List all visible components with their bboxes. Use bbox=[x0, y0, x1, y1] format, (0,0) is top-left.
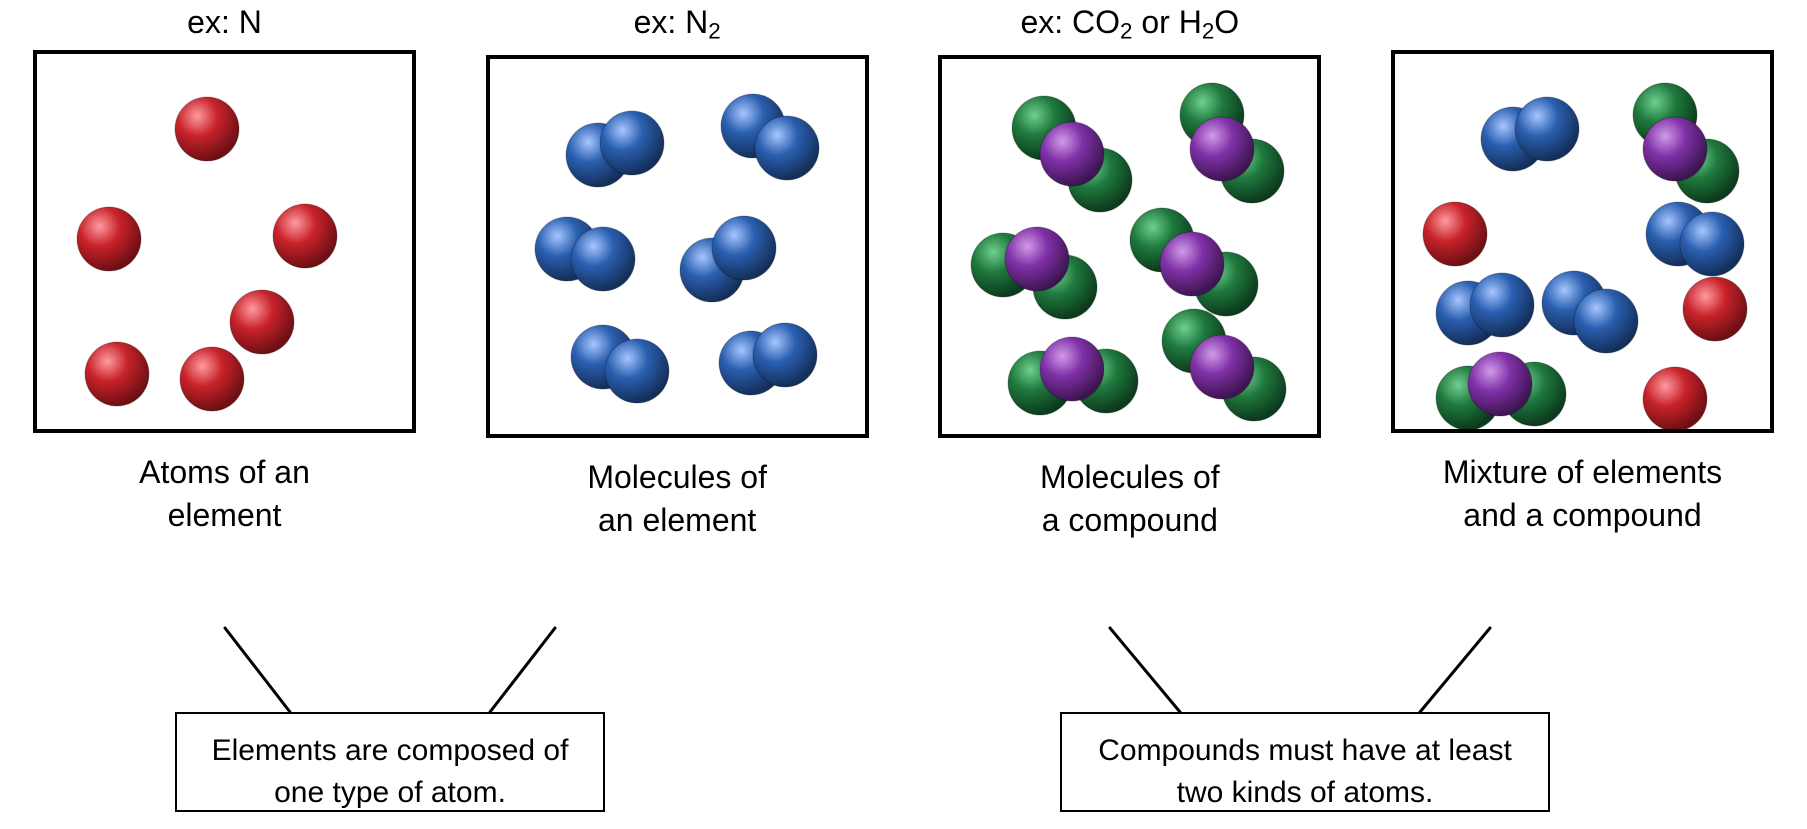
panel-box bbox=[938, 55, 1321, 438]
panel-box bbox=[33, 50, 416, 433]
panel-caption: Atoms of an element bbox=[139, 451, 310, 537]
note-compounds: Compounds must have at least two kinds of… bbox=[1060, 712, 1550, 812]
panel-scene bbox=[942, 59, 1317, 434]
caption-line1: Atoms of an bbox=[139, 454, 310, 490]
panel-box bbox=[1391, 50, 1774, 433]
note-line2: two kinds of atoms. bbox=[1177, 776, 1434, 809]
panels-row: ex: N Atoms of an element ex: N2 Molecules o… bbox=[0, 0, 1807, 542]
example-label: ex: CO2 or H2O bbox=[1020, 6, 1239, 43]
figure-root: ex: N Atoms of an element ex: N2 Molecules o… bbox=[0, 0, 1807, 829]
caption-line2: an element bbox=[598, 502, 756, 538]
caption-line1: Molecules of bbox=[1040, 459, 1220, 495]
panel-atoms-of-element: ex: N Atoms of an element bbox=[33, 0, 416, 542]
note-line1: Compounds must have at least bbox=[1098, 734, 1512, 767]
caption-line2: element bbox=[168, 497, 282, 533]
panel-caption: Molecules of a compound bbox=[1040, 456, 1220, 542]
panel-caption: Molecules of an element bbox=[587, 456, 767, 542]
panel-scene bbox=[490, 59, 865, 434]
example-label: ex: N2 bbox=[634, 6, 721, 43]
caption-line1: Molecules of bbox=[587, 459, 767, 495]
panel-scene bbox=[37, 54, 412, 429]
panel-molecules-of-compound: ex: CO2 or H2O Molecules of a compound bbox=[938, 0, 1321, 542]
caption-line2: a compound bbox=[1042, 502, 1218, 538]
example-label bbox=[1578, 6, 1587, 38]
note-elements: Elements are composed of one type of atom… bbox=[175, 712, 605, 812]
example-label: ex: N bbox=[187, 6, 262, 38]
panel-caption: Mixture of elements and a compound bbox=[1443, 451, 1722, 537]
panel-scene bbox=[1395, 54, 1770, 429]
note-line2: one type of atom. bbox=[274, 776, 506, 809]
caption-line1: Mixture of elements bbox=[1443, 454, 1722, 490]
caption-line2: and a compound bbox=[1463, 497, 1701, 533]
panel-box bbox=[486, 55, 869, 438]
panel-mixture: Mixture of elements and a compound bbox=[1391, 0, 1774, 542]
panel-molecules-of-element: ex: N2 Molecules of an element bbox=[486, 0, 869, 542]
note-line1: Elements are composed of bbox=[212, 734, 569, 767]
